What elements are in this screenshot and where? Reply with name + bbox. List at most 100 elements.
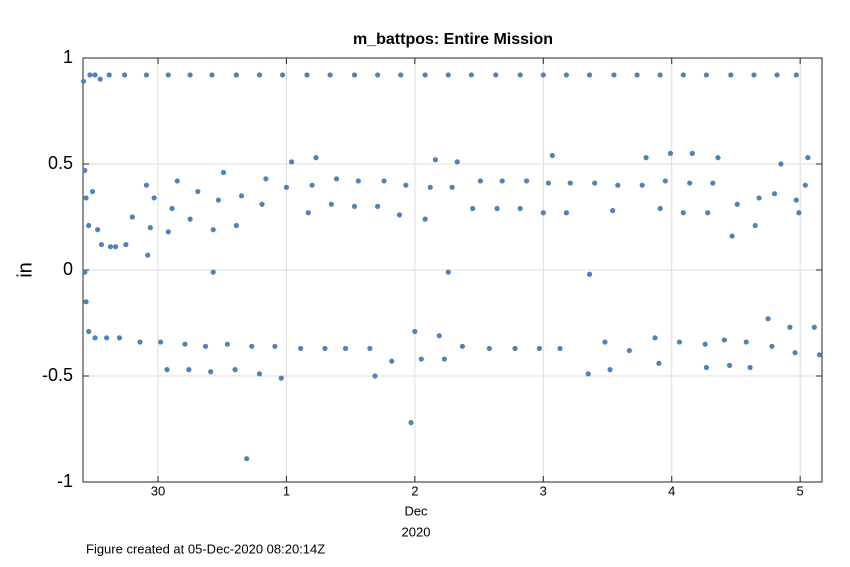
point [657,205,663,212]
point [304,72,310,78]
point [372,373,378,379]
point [305,210,311,216]
point [557,345,563,352]
point [355,178,361,184]
point [752,222,758,229]
point [279,72,286,78]
point [545,180,552,186]
point [182,341,188,347]
point [186,367,192,373]
point [793,72,799,78]
point [445,269,451,275]
point [233,222,239,229]
point [512,345,518,352]
point [567,180,573,186]
point [563,72,570,78]
point [333,176,340,182]
point [202,343,209,349]
point [702,341,708,347]
point [272,343,278,349]
point [494,205,500,212]
point [210,227,216,233]
point [92,335,98,341]
point [106,72,112,78]
point [652,335,658,341]
point [143,182,150,188]
point [122,72,128,78]
point [412,328,418,335]
point [687,180,693,186]
point [263,176,269,182]
x-axis-label: 2020 [402,524,431,539]
point [470,205,476,212]
x-tick-label: 3 [540,483,547,498]
point [104,335,110,341]
point [86,328,92,335]
point [165,72,171,78]
point [174,178,180,184]
point [729,233,735,239]
point [656,360,662,366]
point [586,271,593,277]
x-tick-label: 1 [283,483,290,498]
point [107,244,114,250]
point [787,324,793,330]
x-axis-label: Dec [404,503,428,518]
point [811,324,817,330]
point [164,367,170,373]
point [802,182,808,188]
point [667,150,674,156]
point [607,367,613,373]
point [703,364,710,371]
point [238,193,245,199]
x-tick-label: 4 [668,483,675,498]
point [328,201,334,207]
y-tick-label: 0.5 [48,153,73,173]
point [256,371,263,377]
point [774,72,780,78]
point [143,72,150,78]
point [486,345,492,352]
point [97,76,103,82]
point [351,72,358,78]
point [147,225,153,231]
point [615,182,621,188]
point [297,345,304,352]
point [322,345,328,352]
point [592,180,598,186]
point [662,178,668,184]
point [540,72,546,78]
point [215,197,221,203]
point [792,350,798,356]
point [367,345,373,352]
point [398,72,404,78]
point [643,155,649,161]
point [165,229,171,235]
point [80,78,87,84]
plot-frame [82,57,823,483]
point [82,167,88,173]
point [585,371,591,377]
point [113,244,119,250]
point [95,227,101,233]
point [145,252,151,258]
point [468,72,474,78]
point [123,241,129,248]
point [756,195,762,201]
y-tick-label: 0 [63,259,73,279]
point [427,184,433,190]
point [86,222,92,229]
point [418,356,424,362]
point [517,205,523,212]
point [327,72,333,78]
point [232,367,238,373]
y-axis-label: in [14,262,36,278]
footnote: Figure created at 05-Dec-2020 08:20:14Z [86,541,325,556]
point [715,155,721,161]
point [563,210,570,216]
point [208,369,214,375]
point [98,241,105,248]
point [187,216,193,222]
point [89,188,96,195]
point [422,72,428,78]
